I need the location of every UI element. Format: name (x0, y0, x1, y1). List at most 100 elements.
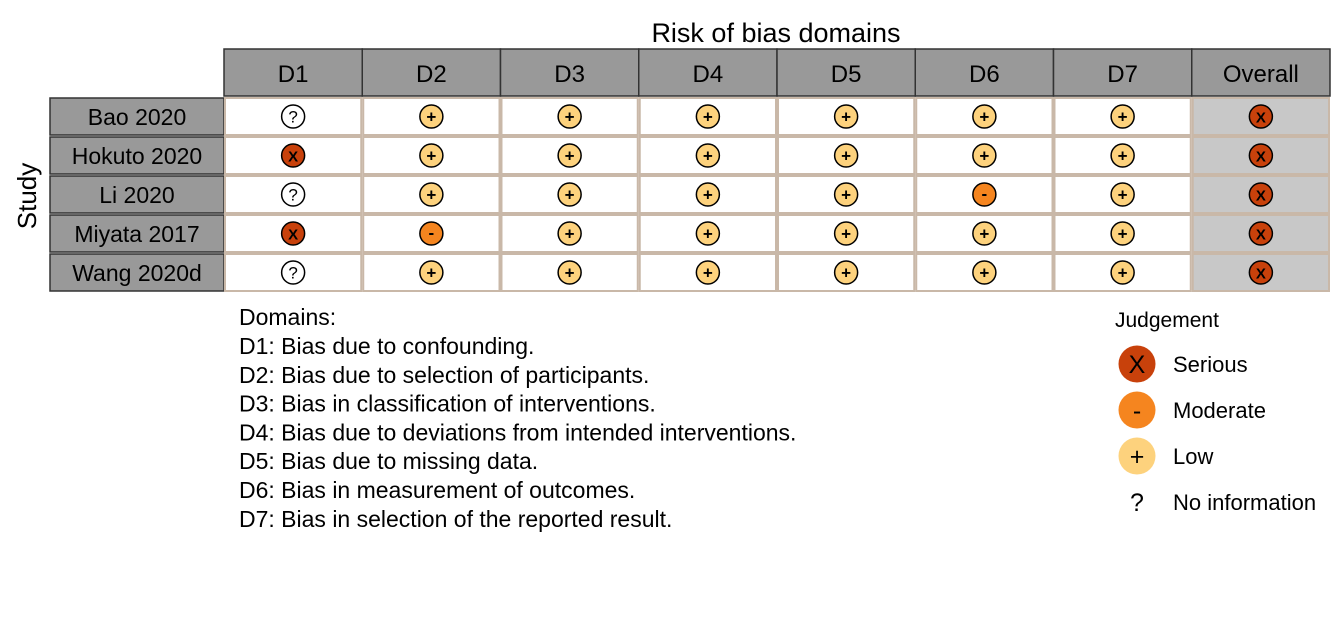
judgement-symbol-li-2020-overall: X (1256, 188, 1266, 205)
domain-header-row: D1 D2 D3 D4 D5 D6 D7 Overall (223, 48, 1331, 97)
cell-hokuto-2020-d3 (500, 136, 639, 175)
judgement-symbol-miyata-2017-d6: + (979, 225, 989, 244)
judgement-marker-wang-2020d-d1 (280, 260, 306, 285)
judgement-marker-wang-2020d-d5 (833, 260, 859, 285)
cell-hokuto-2020-d1 (224, 136, 363, 175)
judgement-marker-hokuto-2020-overall (1248, 143, 1274, 168)
header-label-overall: Overall (1223, 61, 1299, 88)
cell-bao-2020-d7 (1053, 97, 1192, 136)
header-cell-overall (1191, 48, 1331, 97)
domain-description-d7: D7: Bias in selection of the reported re… (239, 506, 672, 532)
judgement-symbol-miyata-2017-d4: + (703, 225, 713, 244)
judgement-symbol-miyata-2017-d2: - (429, 224, 435, 243)
study-cell-bao-2020 (49, 97, 225, 136)
judgement-marker-wang-2020d-overall (1248, 260, 1274, 285)
judgement-symbol-bao-2020-d5: + (841, 108, 851, 127)
judgement-symbol-bao-2020-d7: + (1118, 108, 1128, 127)
judgement-marker-li-2020-d6 (972, 182, 997, 207)
judgement-marker-li-2020-d3 (557, 182, 582, 207)
judgement-marker-li-2020-overall (1248, 182, 1274, 207)
judgement-symbol-wang-2020d-overall: X (1256, 266, 1266, 283)
judgement-marker-hokuto-2020-d1 (280, 143, 306, 168)
legend-symbol-no-information: ? (1130, 489, 1144, 517)
judgement-symbol-miyata-2017-d3: + (565, 225, 575, 244)
judgement-marker-wang-2020d-d3 (557, 260, 582, 285)
judgement-symbol-wang-2020d-d1: ? (288, 264, 297, 283)
judgement-marker-hokuto-2020-d2 (419, 143, 444, 168)
judgement-symbol-hokuto-2020-d3: + (565, 147, 575, 166)
judgement-symbol-wang-2020d-d3: + (565, 264, 575, 283)
study-label-column: Bao 2020 Hokuto 2020 Li 2020 Miyata 2017 Wan… (49, 97, 225, 292)
judgement-symbol-wang-2020d-d4: + (703, 264, 713, 283)
judgement-marker-hokuto-2020-d5 (833, 143, 859, 168)
judgement-marker-hokuto-2020-d3 (557, 143, 582, 168)
judgement-symbol-wang-2020d-d6: + (979, 264, 989, 283)
judgement-symbol-hokuto-2020-d1: X (288, 149, 298, 166)
judgement-marker-miyata-2017-d7 (1110, 221, 1135, 246)
judgement-marker-bao-2020-d5 (833, 104, 859, 129)
header-cell-d5 (776, 48, 916, 97)
judgement-marker-bao-2020-d3 (557, 104, 582, 129)
judgement-legend: Judgement X Serious - Moderate + Low? No inform… (1115, 309, 1316, 517)
header-cell-d3 (499, 48, 640, 97)
judgement-marker-bao-2020-d6 (972, 104, 997, 129)
judgement-symbol-wang-2020d-d2: + (426, 264, 436, 283)
judgement-symbol-hokuto-2020-d7: + (1118, 147, 1128, 166)
judgement-symbol-bao-2020-d2: + (426, 108, 436, 127)
judgement-symbol-hokuto-2020-overall: X (1256, 149, 1266, 166)
judgement-marker-li-2020-d2 (419, 182, 444, 207)
legend-symbol-serious: X (1129, 351, 1146, 379)
domains-heading: Domains: (239, 304, 336, 330)
legend-symbol-low: + (1130, 443, 1145, 471)
judgement-grid: ? + + + + + + X X + + + + + + X? + + + + - + X X - + + + + + X? + + + + + + X (224, 97, 1330, 292)
cell-miyata-2017-d1 (224, 214, 363, 253)
legend-label-moderate: Moderate (1173, 398, 1266, 423)
judgement-marker-bao-2020-d4 (695, 104, 721, 129)
legend-label-serious: Serious (1173, 352, 1248, 377)
judgement-marker-miyata-2017-overall (1248, 221, 1274, 246)
header-label-d6: D6 (969, 61, 1000, 88)
chart-title: Risk of bias domains (651, 18, 900, 48)
y-axis-label: Study (12, 163, 42, 230)
judgement-symbol-li-2020-d6: - (982, 185, 988, 204)
domain-descriptions: Domains: D1: Bias due to confounding. D2: … (239, 304, 796, 532)
judgement-symbol-hokuto-2020-d6: + (979, 147, 989, 166)
judgement-symbol-li-2020-d7: + (1118, 186, 1128, 205)
judgement-marker-wang-2020d-d2 (419, 260, 444, 285)
domain-description-d1: D1: Bias due to confounding. (239, 333, 534, 359)
header-label-d2: D2 (416, 61, 447, 88)
judgement-symbol-li-2020-d1: ? (288, 186, 297, 205)
judgement-symbol-miyata-2017-d1: X (288, 227, 298, 244)
judgement-marker-li-2020-d4 (695, 182, 721, 207)
study-label-bao-2020: Bao 2020 (88, 104, 186, 130)
judgement-marker-miyata-2017-d3 (557, 221, 582, 246)
judgement-marker-miyata-2017-d1 (280, 221, 306, 246)
judgement-marker-miyata-2017-d4 (695, 221, 721, 246)
judgement-symbol-miyata-2017-d7: + (1118, 225, 1128, 244)
judgement-marker-bao-2020-d2 (419, 104, 444, 129)
study-cell-wang-2020d (49, 253, 225, 292)
judgement-symbol-wang-2020d-d5: + (841, 264, 851, 283)
judgement-marker-li-2020-d7 (1110, 182, 1135, 207)
judgement-symbol-hokuto-2020-d2: + (426, 147, 436, 166)
legend-label-low: Low (1173, 444, 1213, 469)
legend-swatch-moderate (1118, 391, 1156, 429)
header-label-d1: D1 (278, 61, 309, 88)
judgement-marker-wang-2020d-d7 (1110, 260, 1135, 285)
cell-miyata-2017-d5 (777, 214, 916, 253)
domain-description-d3: D3: Bias in classification of interventi… (239, 391, 656, 417)
judgement-marker-li-2020-d1 (280, 182, 306, 207)
judgement-symbol-hokuto-2020-d4: + (703, 147, 713, 166)
judgement-symbol-li-2020-d2: + (426, 186, 436, 205)
cell-bao-2020-d1 (224, 97, 363, 136)
cell-li-2020-d6 (915, 175, 1054, 214)
header-label-d4: D4 (693, 61, 724, 88)
judgement-marker-wang-2020d-d6 (972, 260, 997, 285)
domain-description-d4: D4: Bias due to deviations from intended… (239, 419, 796, 445)
judgement-marker-miyata-2017-d6 (972, 221, 997, 246)
judgement-marker-li-2020-d5 (833, 182, 859, 207)
judgement-symbol-miyata-2017-d5: + (841, 225, 851, 244)
header-label-d5: D5 (831, 61, 862, 88)
judgement-symbol-bao-2020-overall: X (1256, 110, 1266, 127)
